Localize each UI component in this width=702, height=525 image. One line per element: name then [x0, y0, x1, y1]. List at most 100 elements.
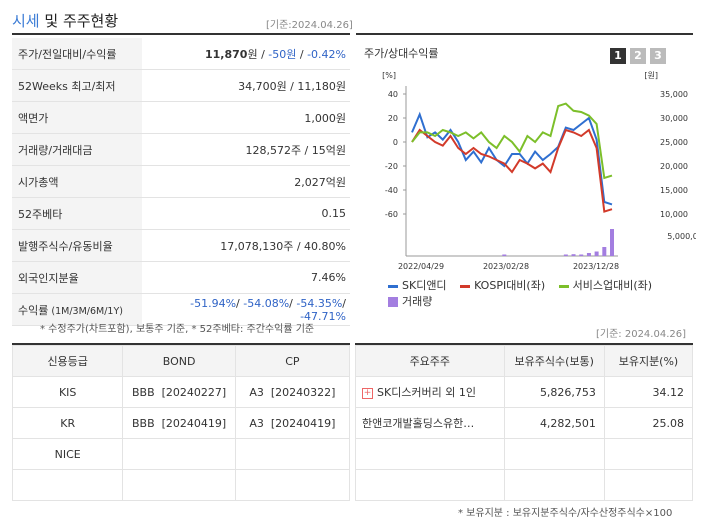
info-value: 7.46%	[142, 261, 350, 294]
divider	[12, 33, 350, 35]
y-volume-tick: 5,000,000	[667, 232, 696, 241]
tab-2[interactable]: 2	[630, 48, 646, 64]
table-row	[355, 438, 694, 470]
chart-title: 주가/상대수익률	[364, 47, 439, 60]
holders-cell: 34.12	[603, 376, 694, 408]
legend-label: 거래량	[402, 295, 433, 308]
holders-cell	[603, 438, 694, 470]
credit-cell: BBB [20240227]	[122, 376, 236, 408]
table-row: + SK디스커버리 외 1인 5,826,753 34.12	[355, 376, 694, 408]
info-row: 시가총액 2,027억원	[12, 165, 350, 198]
price-price: 11,870	[205, 47, 248, 61]
info-value: 0.15	[142, 197, 350, 230]
tab-1[interactable]: 1	[610, 48, 626, 64]
holders-header: 주요주주	[355, 345, 505, 377]
y-left-tick: -60	[385, 210, 398, 219]
series-line-0	[411, 111, 613, 206]
credit-cell: A3 [20240419]	[234, 407, 351, 439]
volume-bar	[502, 254, 507, 256]
credit-cell	[234, 469, 351, 501]
right-axis-unit: [원]	[644, 71, 658, 80]
holders-cell[interactable]: + SK디스커버리 외 1인	[355, 376, 505, 408]
price-sep2: /	[296, 47, 308, 61]
credit-cell	[11, 469, 124, 501]
holders-cell: 5,826,753	[503, 376, 605, 408]
title-rest: 및 주주현황	[39, 12, 119, 30]
basis-date-2: [기준: 2024.04.26]	[596, 329, 687, 340]
return-value: -54.08%	[243, 296, 290, 310]
price-info-table: 주가/전일대비/수익률 11,870원 / -50원 / -0.42% 52Week…	[12, 38, 350, 326]
series-line-1	[411, 128, 613, 213]
y-left-tick: -20	[385, 162, 398, 171]
legend-swatch	[558, 284, 569, 288]
info-key: 발행주식수/유동비율	[12, 229, 142, 262]
info-key: 외국인지분율	[12, 261, 142, 294]
price-unit: 원	[247, 47, 258, 61]
return-value: -54.35%	[296, 296, 343, 310]
info-key: 주가/전일대비/수익률	[12, 38, 142, 70]
volume-bar	[610, 229, 614, 256]
info-value: 11,870원 / -50원 / -0.42%	[142, 38, 350, 70]
legend-item: SK디앤디	[388, 279, 447, 292]
info-row: 발행주식수/유동비율 17,078,130주 / 40.80%	[12, 229, 350, 262]
credit-header: 신용등급	[11, 345, 124, 377]
holders-header: 보유주식수(보통)	[503, 345, 605, 377]
info-row: 52Weeks 최고/최저 34,700원 / 11,180원	[12, 69, 350, 102]
info-key: 52주베타	[12, 197, 142, 230]
return-value: -47.71%	[300, 309, 346, 323]
credit-cell	[234, 438, 351, 470]
info-value: 1,000원	[142, 101, 350, 134]
info-key: 액면가	[12, 101, 142, 134]
chart-legend: SK디앤디 KOSPI대비(좌) 서비스업대비(좌)	[388, 277, 652, 293]
table-row: NICE	[11, 438, 351, 470]
credit-cell	[122, 469, 236, 501]
credit-cell: KR	[11, 407, 124, 439]
info-key: 수익률 (1M/3M/6M/1Y)	[12, 293, 142, 326]
holder-name: 한앤코개발홀딩스유한…	[362, 417, 475, 430]
holder-value: 5,826,753	[539, 385, 596, 399]
volume-bar	[602, 247, 607, 256]
legend-item: KOSPI대비(좌)	[460, 279, 545, 292]
y-right-tick: 10,000	[660, 210, 688, 219]
divider	[355, 343, 693, 345]
y-right-tick: 15,000	[660, 186, 688, 195]
volume-bar	[571, 254, 576, 256]
expand-plus-icon[interactable]: +	[362, 387, 373, 399]
y-right-tick: 20,000	[660, 162, 688, 171]
info-value: 34,700원 / 11,180원	[142, 69, 350, 102]
separator: /	[342, 296, 346, 310]
info-row: 52주베타 0.15	[12, 197, 350, 230]
info-key: 시가총액	[12, 165, 142, 198]
credit-cell: A3 [20240322]	[234, 376, 351, 408]
volume-bar	[579, 254, 584, 256]
volume-bar	[586, 253, 591, 256]
holder-value: 25.08	[652, 416, 685, 430]
stock-chart: [%] [원] 40 20 0 -20 -40 -60 35,000 30,000 25,000 20…	[382, 71, 696, 271]
legend-swatch	[460, 284, 471, 288]
divider	[356, 33, 693, 35]
y-left-tick: 20	[388, 114, 398, 123]
y-left-tick: 0	[393, 138, 398, 147]
title-highlight: 시세	[12, 12, 40, 30]
separator: /	[236, 296, 244, 310]
credit-header: BOND	[122, 345, 236, 377]
legend-label: 서비스업대비(좌)	[572, 279, 653, 292]
info-value: 2,027억원	[142, 165, 350, 198]
legend-swatch	[388, 284, 398, 288]
holders-cell: 한앤코개발홀딩스유한…	[355, 407, 505, 439]
credit-cell	[122, 438, 236, 470]
holders-cell: 4,282,501	[503, 407, 605, 439]
legend-label: KOSPI대비(좌)	[474, 279, 546, 292]
volume-bar	[594, 251, 599, 256]
credit-cell: BBB [20240419]	[122, 407, 236, 439]
holder-name: SK디스커버리 외 1인	[377, 386, 477, 399]
tab-3[interactable]: 3	[650, 48, 666, 64]
basis-date: [기준:2024.04.26]	[266, 20, 353, 31]
info-note: * 수정주가(차트포함), 보통주 기준, * 52주베타: 주간수익률 기준	[40, 324, 315, 335]
info-key: 52Weeks 최고/최저	[12, 69, 142, 102]
legend-swatch	[388, 297, 398, 307]
table-row: KIS BBB [20240227] A3 [20240322]	[11, 376, 351, 408]
price-chg: -50원	[268, 47, 297, 61]
holders-cell	[503, 469, 605, 501]
